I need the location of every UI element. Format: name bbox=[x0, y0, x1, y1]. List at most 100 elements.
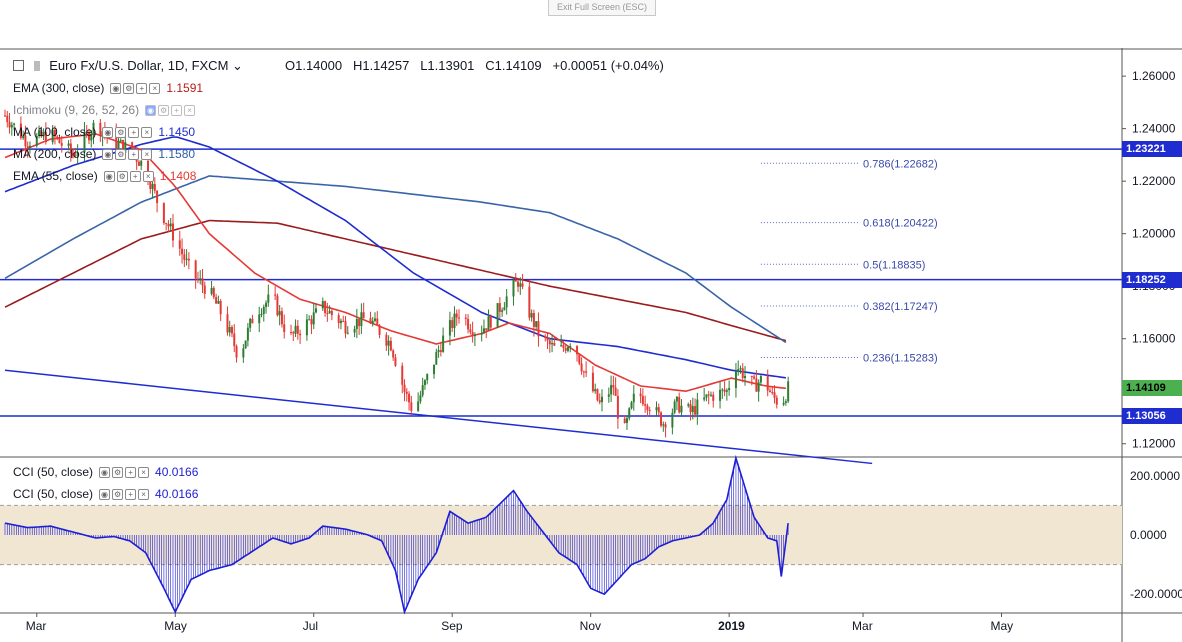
gear-icon[interactable]: ⚙ bbox=[158, 104, 170, 116]
candle-body bbox=[739, 368, 742, 370]
candle-body bbox=[74, 155, 77, 157]
candle-body bbox=[305, 319, 308, 336]
candle-body bbox=[487, 316, 490, 331]
candle-body bbox=[310, 319, 313, 325]
candle-body bbox=[199, 278, 202, 280]
candle-body bbox=[374, 318, 377, 321]
candle-body bbox=[744, 375, 747, 379]
candle-body bbox=[753, 376, 756, 379]
candle-body bbox=[24, 135, 27, 147]
plus-icon[interactable]: + bbox=[125, 466, 137, 478]
exit-fullscreen-button[interactable]: Exit Full Screen (ESC) bbox=[548, 0, 656, 16]
gear-icon[interactable]: ⚙ bbox=[115, 126, 127, 138]
gear-icon[interactable]: ⚙ bbox=[116, 170, 128, 182]
candle-body bbox=[694, 406, 697, 415]
candle-body bbox=[417, 401, 420, 411]
plus-icon[interactable]: + bbox=[129, 170, 141, 182]
candle-body bbox=[721, 389, 724, 391]
time-tick-label: Mar bbox=[26, 619, 47, 633]
chart-canvas[interactable]: 1.260001.240001.220001.200001.180001.160… bbox=[0, 48, 1182, 642]
candle-body bbox=[560, 345, 563, 347]
candle-body bbox=[723, 389, 726, 392]
candle-body bbox=[183, 254, 186, 260]
candle-body bbox=[278, 311, 281, 316]
ma200-line bbox=[4, 175, 787, 344]
eye-icon[interactable]: ◉ bbox=[102, 126, 114, 138]
close-icon[interactable]: × bbox=[142, 170, 154, 182]
candle-body bbox=[178, 240, 181, 249]
eye-icon[interactable]: ◉ bbox=[99, 488, 111, 500]
close-icon[interactable]: × bbox=[184, 104, 196, 116]
indicator-legend-ma200[interactable]: MA (200, close) ◉ ⚙ + × 1.1580 bbox=[13, 147, 195, 161]
close-icon[interactable]: × bbox=[138, 466, 150, 478]
gear-icon[interactable]: ⚙ bbox=[112, 488, 124, 500]
oscillator-legend-cci-2[interactable]: CCI (50, close) ◉ ⚙ + × 40.0166 bbox=[13, 487, 198, 501]
candle-body bbox=[625, 418, 628, 423]
candle-body bbox=[471, 332, 474, 337]
candle-body bbox=[283, 324, 286, 333]
close-icon[interactable]: × bbox=[149, 82, 161, 94]
indicator-legend-ema55[interactable]: EMA (55, close) ◉ ⚙ + × 1.1408 bbox=[13, 169, 196, 183]
candle-body bbox=[662, 424, 665, 426]
candle-body bbox=[594, 389, 597, 392]
gear-icon[interactable]: ⚙ bbox=[115, 148, 127, 160]
candle-body bbox=[26, 146, 29, 148]
candle-body bbox=[339, 320, 342, 324]
candle-body bbox=[646, 405, 649, 410]
candle-body bbox=[451, 320, 454, 328]
price-tick-label: 1.12000 bbox=[1132, 437, 1176, 451]
eye-icon[interactable]: ◉ bbox=[102, 148, 114, 160]
candle-body bbox=[326, 313, 329, 315]
candle-body bbox=[521, 283, 524, 287]
indicator-legend-ma100[interactable]: MA (100, close) ◉ ⚙ + × 1.1450 bbox=[13, 125, 195, 139]
close-icon[interactable]: × bbox=[138, 488, 150, 500]
candle-body bbox=[453, 313, 456, 328]
candle-body bbox=[362, 312, 365, 319]
candle-body bbox=[371, 320, 374, 324]
plus-icon[interactable]: + bbox=[128, 126, 140, 138]
chevron-down-icon[interactable]: ⌄ bbox=[232, 58, 243, 73]
candle-body bbox=[591, 372, 594, 392]
candle-body bbox=[249, 318, 252, 328]
price-tick-label: 1.26000 bbox=[1132, 69, 1176, 83]
eye-icon[interactable]: ◉ bbox=[145, 104, 157, 116]
close-icon[interactable]: × bbox=[141, 148, 153, 160]
candle-body bbox=[489, 316, 492, 328]
oscillator-value: 40.0166 bbox=[155, 487, 199, 501]
candle-body bbox=[87, 132, 90, 141]
candle-body bbox=[517, 281, 520, 287]
indicator-legend-ema300[interactable]: EMA (300, close) ◉ ⚙ + × 1.1591 bbox=[13, 81, 203, 95]
candle-body bbox=[505, 296, 508, 308]
indicator-legend-ichimoku[interactable]: Ichimoku (9, 26, 52, 26) ◉ ⚙ + × bbox=[13, 103, 196, 117]
price-tick-label: 1.22000 bbox=[1132, 174, 1176, 188]
candle-body bbox=[169, 223, 172, 227]
gear-icon[interactable]: ⚙ bbox=[112, 466, 124, 478]
symbol-marker-icon bbox=[33, 61, 40, 71]
symbol-title[interactable]: Euro Fx/U.S. Dollar, 1D, FXCM ⌄ bbox=[13, 58, 243, 74]
indicator-value: 1.1591 bbox=[166, 81, 204, 95]
candle-body bbox=[72, 152, 75, 156]
candle-body bbox=[149, 180, 152, 189]
candle-body bbox=[601, 396, 604, 403]
candle-body bbox=[787, 381, 790, 402]
close-icon[interactable]: × bbox=[141, 126, 153, 138]
candle-body bbox=[678, 396, 681, 413]
plus-icon[interactable]: + bbox=[136, 82, 148, 94]
gear-icon[interactable]: ⚙ bbox=[123, 82, 135, 94]
candle-body bbox=[421, 385, 424, 396]
plus-icon[interactable]: + bbox=[128, 148, 140, 160]
eye-icon[interactable]: ◉ bbox=[99, 466, 111, 478]
eye-icon[interactable]: ◉ bbox=[110, 82, 122, 94]
oscillator-legend-cci-1[interactable]: CCI (50, close) ◉ ⚙ + × 40.0166 bbox=[13, 465, 198, 479]
candle-body bbox=[156, 190, 159, 204]
candle-body bbox=[35, 135, 38, 146]
candle-body bbox=[346, 332, 349, 334]
collapse-icon[interactable] bbox=[13, 60, 24, 71]
candle-body bbox=[6, 115, 9, 123]
candle-body bbox=[242, 348, 245, 358]
candle-body bbox=[69, 143, 72, 153]
eye-icon[interactable]: ◉ bbox=[103, 170, 115, 182]
plus-icon[interactable]: + bbox=[125, 488, 137, 500]
candle-body bbox=[42, 131, 45, 137]
plus-icon[interactable]: + bbox=[171, 104, 183, 116]
